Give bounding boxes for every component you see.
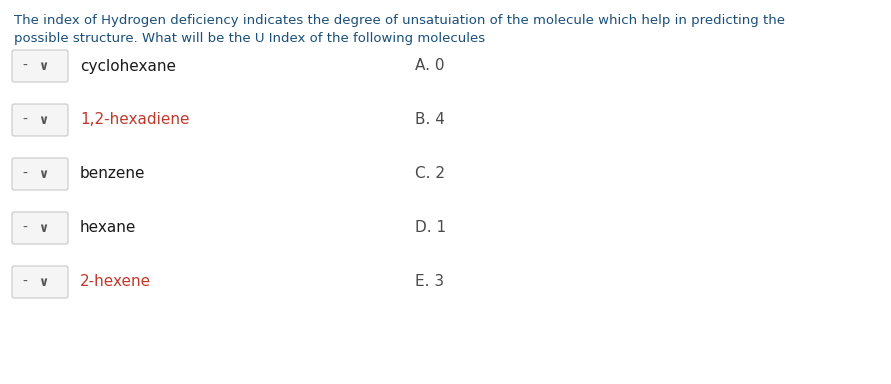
Text: C. 2: C. 2	[415, 167, 445, 182]
Text: B. 4: B. 4	[415, 113, 445, 127]
Text: -: -	[22, 221, 27, 235]
Text: hexane: hexane	[80, 220, 136, 235]
FancyBboxPatch shape	[12, 50, 68, 82]
Text: benzene: benzene	[80, 167, 145, 182]
Text: 2-hexene: 2-hexene	[80, 275, 151, 290]
Text: ∨: ∨	[38, 114, 48, 126]
Text: -: -	[22, 59, 27, 73]
Text: -: -	[22, 167, 27, 181]
Text: ∨: ∨	[38, 275, 48, 288]
Text: E. 3: E. 3	[415, 275, 444, 290]
Text: ∨: ∨	[38, 60, 48, 73]
FancyBboxPatch shape	[12, 104, 68, 136]
Text: ∨: ∨	[38, 222, 48, 235]
Text: The index of Hydrogen deficiency indicates the degree of unsatuiation of the mol: The index of Hydrogen deficiency indicat…	[14, 14, 785, 27]
FancyBboxPatch shape	[12, 212, 68, 244]
Text: possible structure. What will be the U Index of the following molecules: possible structure. What will be the U I…	[14, 32, 485, 45]
Text: 1,2-hexadiene: 1,2-hexadiene	[80, 113, 190, 127]
Text: D. 1: D. 1	[415, 220, 446, 235]
FancyBboxPatch shape	[12, 158, 68, 190]
Text: A. 0: A. 0	[415, 58, 445, 73]
FancyBboxPatch shape	[12, 266, 68, 298]
Text: ∨: ∨	[38, 167, 48, 180]
Text: -: -	[22, 113, 27, 127]
Text: -: -	[22, 275, 27, 289]
Text: cyclohexane: cyclohexane	[80, 58, 176, 73]
